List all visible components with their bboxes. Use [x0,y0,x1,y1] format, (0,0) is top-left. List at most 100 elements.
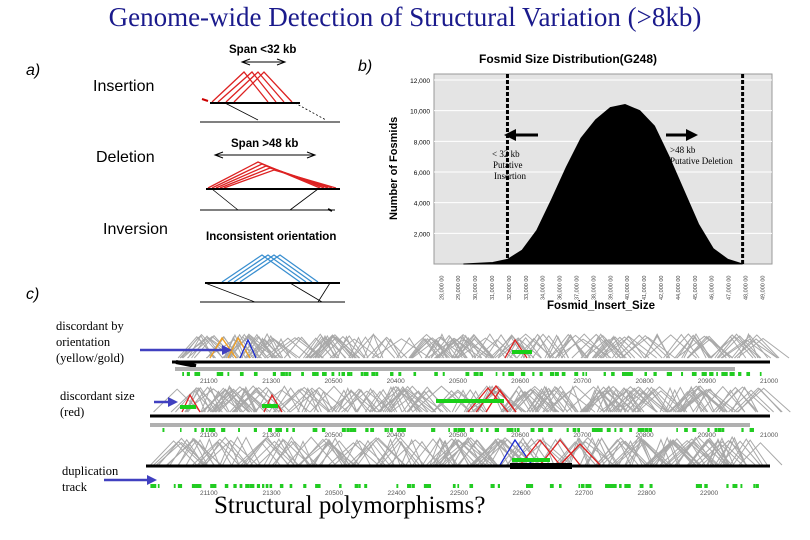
coverage-mark [697,484,702,488]
coverage-mark [370,428,375,432]
fosmid-pair-arc [305,336,347,359]
fosmid-pair-arc [377,388,437,413]
chart-title: Fosmid Size Distribution(G248) [479,52,657,66]
coverage-mark [580,484,585,488]
fosmid-pair-arc [596,385,621,413]
track-tick-label: 21300 [262,432,280,439]
fosmid-pair-arc [249,338,297,359]
coverage-mark [173,484,176,488]
y-tick-label: 10,000 [410,109,430,116]
fosmid-pair-arc [529,387,569,413]
track-tick-label: 20800 [636,432,654,439]
coverage-mark [216,372,220,376]
fosmid-pair-arc [202,436,249,466]
coverage-mark [199,484,201,488]
coverage-mark [628,372,633,376]
coverage-mark [186,372,190,376]
x-tick-label: 47,000 00 [727,276,733,300]
fosmid-pair-arc [620,390,640,413]
coverage-mark [506,428,511,432]
fosmid-pair-arc [644,439,702,466]
coverage-mark [612,484,617,488]
coverage-mark [253,372,258,376]
fosmid-pair-arc [271,337,291,359]
fosmid-pair-arc [484,439,516,466]
coverage-mark [549,484,554,488]
fosmid-pair-arc [454,336,483,359]
x-tick-label: 30,000 00 [473,276,479,300]
fosmid-pair-arc [357,439,395,466]
fosmid-pair-arc [390,391,444,413]
fosmid-pair-arc [660,438,681,466]
fosmid-pair-arc [560,333,608,359]
coverage-mark [644,428,649,432]
coverage-mark [182,372,185,376]
fosmid-pair-arc [212,388,239,413]
fosmid-pair-arc [683,335,707,359]
fosmid-pair-arc [264,337,312,359]
coverage-mark [490,484,495,488]
coverage-mark [746,372,751,376]
track-tick-label: 22800 [638,490,656,497]
fosmid-pair-arc [687,439,733,466]
y-tick-label: 6,000 [414,170,431,177]
fosmid-pair-arc [184,388,242,413]
fosmid-pair-arc [731,334,769,359]
coverage-mark [741,428,744,432]
fosmid-pair-arc [430,439,486,466]
coverage-mark [466,372,470,376]
track-tick-label: 21300 [262,378,280,385]
coverage-mark [538,428,543,432]
coverage-mark [457,484,460,488]
coverage-mark [396,484,399,488]
coverage-mark [520,372,526,376]
x-tick-label: 29,000 00 [456,276,462,300]
coverage-mark [360,372,363,376]
fosmid-pair-arc [451,389,475,413]
coverage-mark [562,372,566,376]
track-tick-label: 20500 [449,378,467,385]
track-tick-label: 22900 [700,490,718,497]
fosmid-pair-arc [733,387,783,413]
fosmid-pair-arc [679,388,734,413]
fosmid-pair-arc [268,385,300,413]
fosmid-pair-arc [412,438,454,466]
x-tick-label: 48,000 00 [744,276,750,300]
fosmid-pair-arc [549,390,576,413]
inversion-orientation-label: Inconsistent orientation [206,231,336,243]
fosmid-pair-arc [331,390,371,413]
coverage-mark [721,428,725,432]
track-tick-label: 21100 [200,490,218,497]
coverage-mark [301,372,304,376]
coverage-mark [681,372,684,376]
coverage-mark [304,484,307,488]
coverage-mark [341,428,345,432]
fosmid-pair-arc [595,336,636,359]
fosmid-pair-arc [244,335,274,359]
coverage-mark [201,428,204,432]
fosmid-pair-arc [646,440,701,466]
fosmid-pair-arc [386,385,429,413]
fosmid-pair-arc [170,387,223,413]
coverage-mark [317,484,321,488]
coverage-mark [566,428,569,432]
coverage-mark [624,484,628,488]
coverage-mark [208,428,212,432]
fosmid-pair-arc [447,436,490,466]
coverage-mark [469,428,474,432]
fosmid-pair-arc [736,337,790,359]
x-tick-label: 46,000 00 [710,276,716,300]
coverage-mark [514,428,517,432]
coverage-mark [390,372,394,376]
coverage-mark [532,372,535,376]
fosmid-pair-arc [588,390,617,413]
fosmid-pair-arc [384,387,423,413]
track-tick-label: 20600 [511,432,529,439]
coverage-mark [424,484,428,488]
coverage-mark [411,484,415,488]
x-tick-label: 39,000 00 [608,276,614,300]
coverage-mark [157,484,160,488]
fosmid-pair-arc [615,439,671,466]
fosmid-pair-arc [406,386,448,413]
